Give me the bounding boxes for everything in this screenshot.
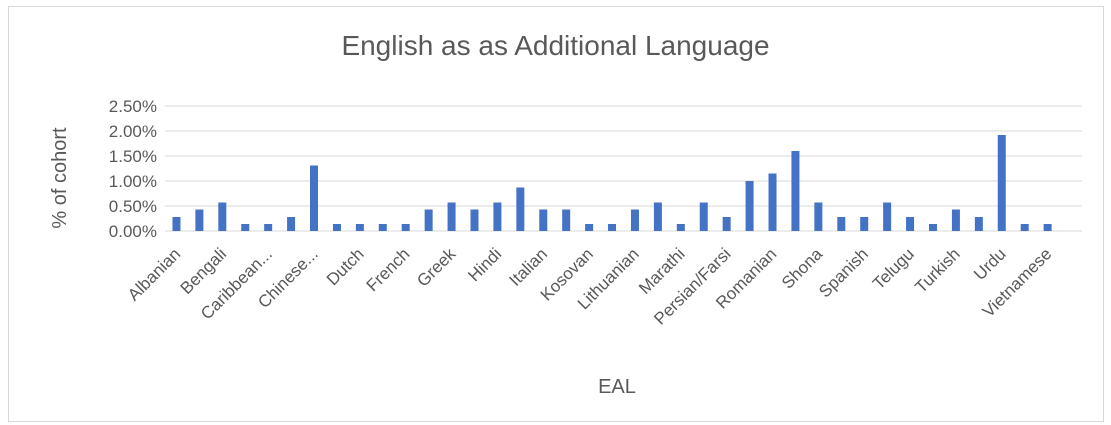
bar <box>264 224 273 231</box>
bar <box>401 224 410 231</box>
y-tick-label: 0.50% <box>109 197 157 216</box>
y-tick-label: 2.00% <box>109 122 157 141</box>
bar <box>722 217 731 231</box>
x-tick-label: Urdu <box>970 244 1009 283</box>
bar <box>768 173 777 231</box>
y-tick-label: 2.50% <box>109 97 157 116</box>
bar <box>195 209 204 231</box>
bar <box>1020 224 1029 231</box>
x-tick-label: Telugu <box>869 244 918 293</box>
bar <box>608 224 617 231</box>
bar <box>814 202 823 231</box>
y-axis-title: % of cohort <box>49 127 71 229</box>
bar <box>241 224 250 231</box>
bar <box>883 202 892 231</box>
bar <box>699 202 708 231</box>
bar <box>355 224 364 231</box>
bar <box>218 202 227 231</box>
x-tick-label: Spanish <box>815 244 872 301</box>
bar <box>653 202 662 231</box>
y-tick-label: 1.00% <box>109 172 157 191</box>
bar <box>928 224 937 231</box>
x-tick-label: French <box>363 244 414 295</box>
bar <box>378 224 387 231</box>
bar <box>172 217 181 231</box>
x-tick-label: Dutch <box>323 244 368 289</box>
bar <box>585 224 594 231</box>
y-tick-label: 0.00% <box>109 222 157 241</box>
x-tick-label: Turkish <box>911 244 963 296</box>
x-axis-title: EAL <box>598 376 636 398</box>
bar <box>837 217 846 231</box>
x-tick-label: Greek <box>413 244 460 291</box>
bar <box>791 151 800 231</box>
bar <box>562 209 571 231</box>
bar <box>860 217 869 231</box>
chart-title: English as as Additional Language <box>341 30 770 61</box>
bar <box>1043 224 1052 231</box>
bar <box>906 217 915 231</box>
chart-frame <box>8 6 1104 422</box>
bar <box>493 202 502 231</box>
x-tick-label: Hindi <box>464 244 505 285</box>
bar <box>332 224 341 231</box>
x-tick-label: Albanian <box>124 244 184 304</box>
bar <box>676 224 685 231</box>
bar <box>424 209 433 231</box>
bar <box>310 165 319 231</box>
bar <box>974 217 983 231</box>
bar <box>539 209 548 231</box>
bar <box>516 187 525 231</box>
bars <box>172 135 1052 231</box>
bar <box>287 217 296 231</box>
bar <box>745 181 754 231</box>
bar <box>951 209 960 231</box>
bar <box>470 209 479 231</box>
bar <box>997 135 1006 231</box>
bar <box>447 202 456 231</box>
bar <box>630 209 639 231</box>
y-axis-ticks: 0.00% 0.50% 1.00% 1.50% 2.00% 2.50% <box>109 97 157 241</box>
gridlines <box>165 105 1082 232</box>
y-tick-label: 1.50% <box>109 147 157 166</box>
